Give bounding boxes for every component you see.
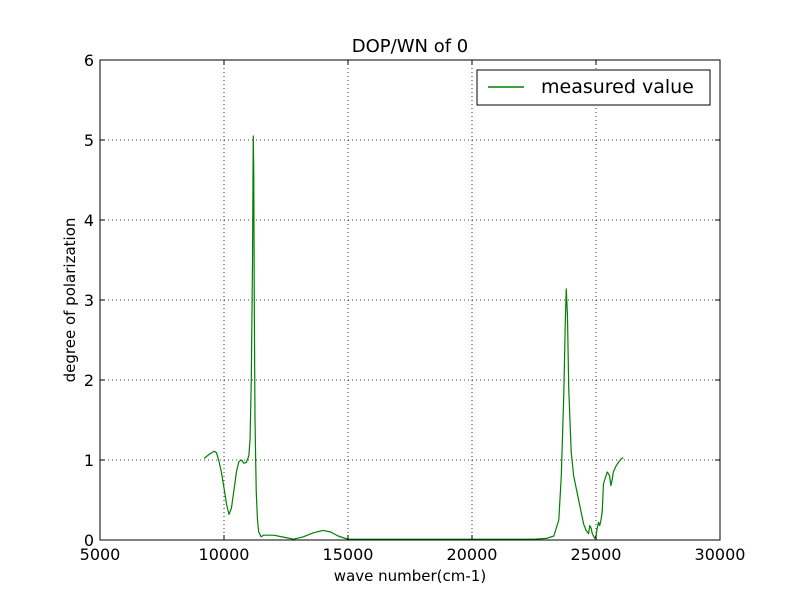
data-layer [203,135,624,540]
y-tick-label: 0 [84,531,94,550]
y-tick-label: 3 [84,291,94,310]
chart-title: DOP/WN of 0 [352,36,468,57]
ticks [99,59,721,541]
x-axis-label: wave number(cm-1) [334,567,486,585]
x-tick-label: 10000 [199,545,250,564]
y-tick-label: 1 [84,451,94,470]
legend-label-measured-value: measured value [541,76,694,98]
legend: measured value [476,69,711,106]
y-tick-label: 5 [84,131,94,150]
x-tick-label: 20000 [447,545,498,564]
x-tick-label: 30000 [695,545,746,564]
x-tick-label: 25000 [571,545,622,564]
y-tick-label: 2 [84,371,94,390]
y-tick-label: 6 [84,51,94,70]
series-line-measured-value [203,135,624,540]
grid [100,60,720,540]
tick-labels: 5000 10000 15000 20000 25000 30000 0 1 2 3 4 5 6 [80,51,746,564]
y-axis-label: degree of polarization [61,218,79,383]
y-tick-label: 4 [84,211,94,230]
x-tick-label: 15000 [323,545,374,564]
x-tick-label: 5000 [80,545,121,564]
